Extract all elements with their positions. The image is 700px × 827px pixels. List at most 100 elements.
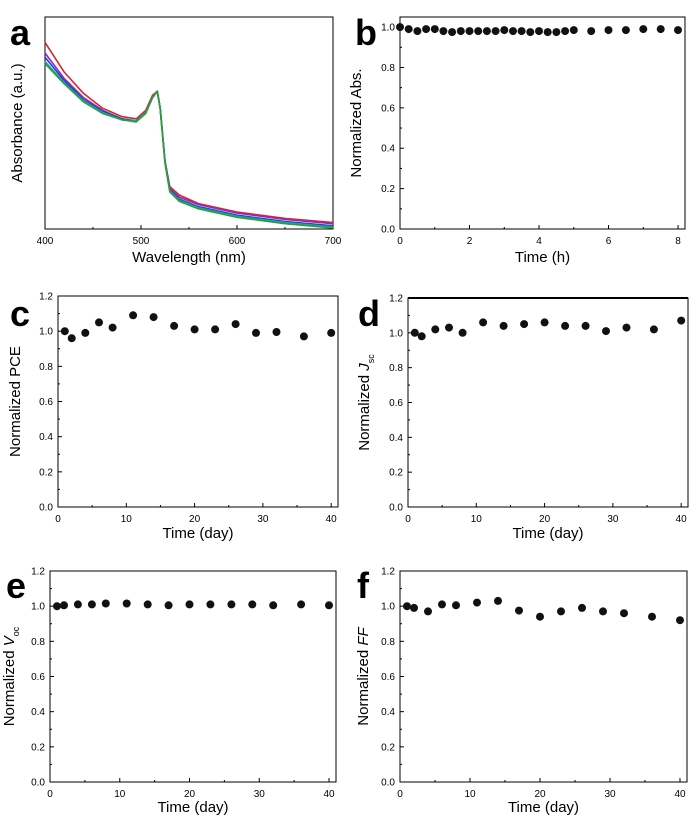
data-point: [552, 28, 561, 37]
y-tick-label: 0.6: [381, 672, 395, 683]
x-tick-label: 10: [114, 789, 126, 800]
y-tick-label: 0.8: [31, 637, 45, 648]
panel-c: c 0 10 20 30 40 0.0 0.2 0.4 0.6 0.8 1.0 1.2 Time (day…: [7, 292, 339, 542]
panel-b: b 0 2 4 6 8 0.0 0.2 0.4 0.6 0.8 1.0 Time (h) Normaliz…: [348, 12, 686, 266]
panel-a: a 400 500 600 700 Wavelength (nm) Absorbance (…: [9, 12, 342, 266]
data-point: [439, 27, 448, 36]
data-point: [417, 332, 426, 341]
y-tick-label: 1.2: [381, 567, 395, 578]
x-tick-label: 10: [121, 514, 133, 525]
y-axis-title: Absorbance (a.u.): [9, 63, 26, 182]
y-tick-label: 0.2: [31, 742, 45, 753]
data-point: [479, 318, 488, 327]
x-tick-label: 40: [326, 514, 338, 525]
y-tick-label: 1.0: [381, 602, 395, 613]
y-tick-label: 0.8: [381, 637, 395, 648]
x-tick-label: 2: [467, 236, 473, 247]
data-point: [327, 328, 336, 337]
x-tick-label: 6: [606, 236, 612, 247]
data-point: [122, 599, 131, 608]
y-axis-title-text: Normalized: [356, 371, 373, 451]
y-tick-label: 0.4: [381, 144, 395, 155]
x-tick-label: 20: [189, 514, 201, 525]
data-point: [474, 27, 483, 36]
x-tick-label: 8: [675, 236, 681, 247]
data-point: [67, 334, 76, 343]
data-point: [438, 600, 446, 609]
data-point: [520, 320, 529, 329]
data-point: [561, 321, 570, 330]
data-point: [536, 612, 544, 621]
data-point: [95, 318, 103, 327]
series-line-0: [44, 41, 334, 224]
data-point: [581, 321, 590, 330]
x-tick-label: 30: [604, 789, 616, 800]
data-point: [87, 600, 96, 609]
y-tick-label: 0.6: [39, 397, 53, 408]
x-axis-title: Time (day): [512, 525, 583, 542]
data-point: [515, 606, 523, 615]
data-point: [424, 607, 432, 616]
y-axis-title-variable: FF: [355, 626, 372, 645]
y-tick-label: 0.0: [381, 225, 395, 236]
data-point: [248, 600, 257, 609]
y-tick-label: 0.6: [31, 672, 45, 683]
data-point: [396, 23, 404, 32]
data-point: [540, 318, 549, 327]
data-point: [676, 616, 684, 625]
x-tick-label: 400: [37, 236, 54, 247]
y-tick-label: 0.8: [39, 362, 53, 373]
y-axis-title-subscript: oc: [11, 626, 21, 636]
y-tick-label: 0.2: [389, 468, 403, 479]
x-axis-title: Time (h): [515, 249, 570, 266]
data-point: [410, 603, 418, 612]
y-axis-title: Normalized FF: [355, 626, 372, 725]
y-axis-title: Normalized Jsc: [356, 354, 376, 451]
y-tick-label: 0.0: [31, 778, 45, 789]
data-point: [299, 332, 308, 341]
y-tick-label: 0.2: [39, 467, 53, 478]
y-axis-title-variable: V: [1, 634, 18, 646]
x-tick-label: 40: [676, 514, 688, 525]
x-tick-label: 30: [257, 514, 269, 525]
y-axis-title-variable: J: [356, 363, 373, 372]
data-point: [656, 25, 665, 34]
data-point: [60, 327, 69, 336]
x-tick-label: 40: [323, 789, 335, 800]
series-line-3: [44, 60, 334, 228]
y-axis-title-text: Normalized: [355, 646, 372, 726]
data-point: [164, 601, 173, 610]
y-tick-label: 1.2: [39, 292, 53, 303]
y-tick-label: 0.6: [389, 398, 403, 409]
data-point: [272, 328, 281, 336]
data-point: [602, 327, 610, 336]
data-point: [526, 28, 535, 37]
data-point: [404, 25, 413, 34]
y-tick-label: 0.0: [381, 778, 395, 789]
data-point: [500, 26, 509, 35]
data-point: [53, 602, 61, 611]
x-tick-label: 0: [397, 789, 403, 800]
data-point: [535, 27, 543, 36]
y-tick-label: 0.2: [381, 742, 395, 753]
data-point: [413, 27, 422, 36]
x-tick-label: 40: [674, 789, 686, 800]
data-point: [297, 600, 306, 609]
data-point: [517, 27, 526, 36]
x-tick-label: 30: [254, 789, 266, 800]
data-point: [149, 313, 158, 322]
data-point: [445, 323, 453, 332]
data-point: [269, 601, 278, 610]
panel-letter: b: [355, 12, 377, 53]
y-tick-label: 0.4: [381, 707, 395, 718]
y-tick-label: 1.0: [389, 328, 403, 339]
panel-letter: a: [10, 12, 31, 53]
y-tick-label: 1.2: [389, 294, 403, 305]
data-point: [81, 328, 90, 337]
y-tick-label: 0.0: [389, 503, 403, 514]
data-point: [252, 328, 260, 337]
y-tick-label: 0.4: [31, 707, 45, 718]
x-axis-title: Time (day): [162, 525, 233, 542]
panel-letter: d: [358, 293, 380, 334]
